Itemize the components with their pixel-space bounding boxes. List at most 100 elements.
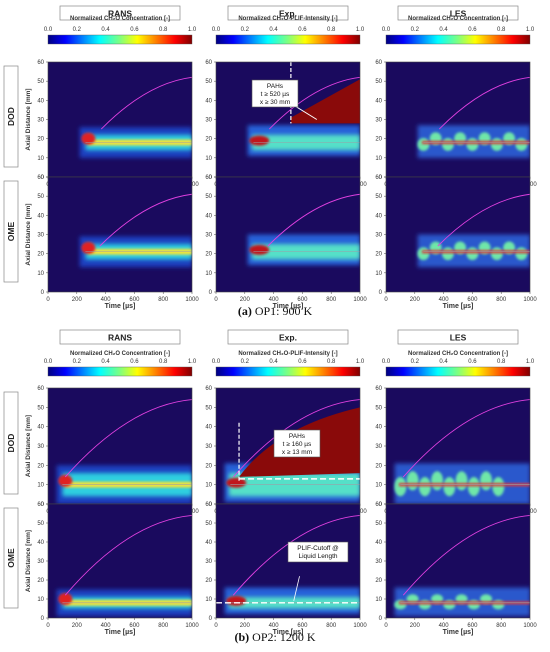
y-tick-label: 40 [375, 213, 382, 219]
y-tick-label: 0 [379, 175, 383, 181]
annotation-arrow [293, 576, 300, 601]
y-tick-label: 30 [37, 233, 44, 239]
colorbar-tick-label: 0.4 [269, 27, 278, 33]
x-tick-label: 200 [410, 297, 421, 303]
y-tick-label: 40 [375, 98, 382, 104]
les-structure [431, 471, 444, 491]
ignition-spot [58, 593, 73, 605]
x-tick-label: 0 [384, 297, 388, 303]
y-axis-label: Axial Distance [mm] [25, 88, 32, 150]
row-label-box [3, 507, 19, 609]
y-tick-label: 60 [37, 502, 44, 508]
y-tick-label: 20 [37, 252, 44, 258]
x-tick-label: 0 [46, 297, 50, 303]
y-tick-label: 20 [205, 578, 212, 584]
panel-background [48, 62, 192, 177]
y-tick-label: 10 [375, 271, 382, 277]
row-label: DOD [6, 107, 16, 126]
colorbar-label: Normalized CH₂O Concentration [-] [408, 16, 508, 22]
x-tick-label: 0 [214, 623, 218, 629]
row-label-box [3, 391, 19, 495]
y-tick-label: 0 [209, 290, 213, 296]
column-title-box [227, 329, 349, 345]
les-structure [441, 247, 454, 261]
y-tick-label: 30 [37, 559, 44, 565]
les-structure [515, 247, 528, 261]
x-tick-label: 600 [297, 297, 308, 303]
liquid-length-line [232, 399, 360, 478]
y-axis-label: Axial Distance [mm] [25, 203, 32, 265]
liquid-length-line [268, 76, 360, 130]
y-tick-label: 40 [37, 425, 44, 431]
colorbar-label: Normalized CH₂O-PLIF-Intensity [-] [238, 351, 337, 357]
y-tick-label: 10 [375, 597, 382, 603]
colorbar-tick-label: 0.8 [327, 27, 336, 33]
y-tick-label: 60 [37, 175, 44, 181]
x-tick-label: 600 [297, 623, 308, 629]
les-structure [418, 477, 431, 497]
row-label: OME [6, 221, 16, 241]
colorbar [385, 366, 531, 377]
y-tick-label: 40 [37, 540, 44, 546]
y-tick-label: 50 [205, 521, 212, 527]
y-tick-label: 0 [379, 616, 383, 622]
liquid-length-line [267, 193, 360, 247]
y-tick-label: 60 [375, 502, 382, 508]
colorbar [47, 366, 193, 377]
heatmap-panel-b-ome-Exp.: PLIF-Cutoff @Liquid Length01020304050600… [205, 502, 367, 629]
ignition-spot [58, 474, 73, 487]
y-tick-label: 60 [375, 60, 382, 66]
les-structure [455, 471, 468, 491]
les-structure [490, 247, 503, 261]
x-tick-label: 1000 [353, 182, 367, 188]
y-tick-label: 20 [375, 578, 382, 584]
column-title-box [397, 5, 519, 21]
x-tick-label: 600 [129, 623, 140, 629]
x-tick-label: 800 [496, 623, 507, 629]
y-tick-label: 50 [205, 79, 212, 85]
x-tick-label: 800 [496, 297, 507, 303]
colorbar-tick-label: 0.4 [101, 27, 110, 33]
y-tick-label: 30 [205, 118, 212, 124]
colorbar-tick-label: 0.6 [468, 359, 477, 365]
liquid-length-line [402, 399, 530, 478]
y-tick-label: 40 [37, 213, 44, 219]
liquid-length-line [99, 193, 192, 247]
les-structure [417, 138, 430, 151]
y-tick-label: 30 [375, 559, 382, 565]
y-tick-label: 10 [37, 271, 44, 277]
x-tick-label: 200 [240, 623, 251, 629]
colorbar-tick-label: 0.0 [212, 359, 221, 365]
les-structure [466, 138, 479, 151]
liquid-length-line [438, 76, 530, 130]
x-tick-label: 1000 [353, 297, 367, 303]
plif-peak [249, 135, 270, 146]
y-tick-label: 60 [375, 175, 382, 181]
y-tick-label: 60 [375, 386, 382, 392]
colorbar-label: Normalized CH₂O Concentration [-] [70, 351, 170, 357]
liquid-length-line [64, 399, 192, 478]
y-tick-label: 50 [37, 79, 44, 85]
x-tick-label: 1000 [523, 509, 537, 515]
colorbar-tick-label: 0.2 [411, 27, 420, 33]
y-tick-label: 60 [37, 60, 44, 66]
x-tick-label: 1000 [185, 623, 199, 629]
liquid-length-line [437, 193, 530, 247]
y-tick-label: 60 [37, 386, 44, 392]
x-tick-label: 0 [46, 623, 50, 629]
x-axis-label: Time [µs] [105, 303, 136, 310]
column-title-box [227, 5, 349, 21]
y-tick-label: 0 [41, 290, 45, 296]
x-tick-label: 400 [101, 623, 112, 629]
x-tick-label: 1000 [523, 182, 537, 188]
y-tick-label: 10 [205, 597, 212, 603]
y-tick-label: 10 [375, 483, 382, 489]
colorbar-tick-label: 0.0 [382, 359, 391, 365]
colorbar-tick-label: 1.0 [526, 359, 535, 365]
annotation-text: x ≥ 13 mm [282, 449, 312, 456]
y-tick-label: 10 [375, 156, 382, 162]
x-tick-label: 1000 [523, 623, 537, 629]
